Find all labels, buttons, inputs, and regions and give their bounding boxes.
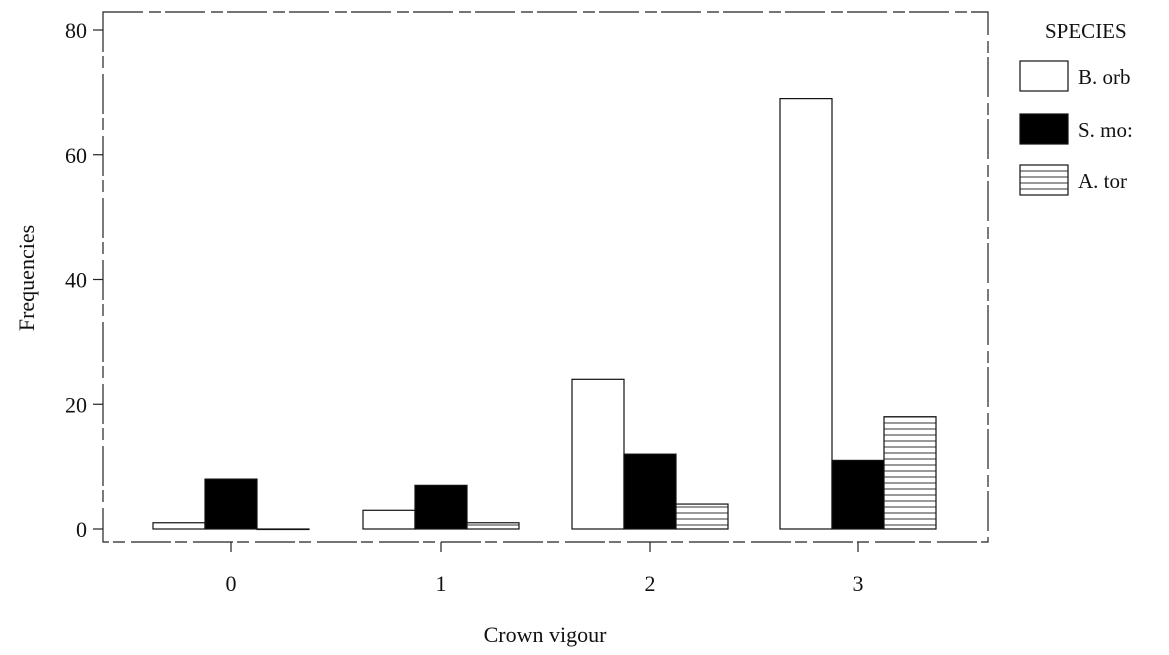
x-axis-title: Crown vigour <box>484 622 608 647</box>
bar-s-mo--2 <box>623 453 677 530</box>
bar-s-mo--1 <box>414 484 468 530</box>
bar-s-mo--0 <box>204 478 258 530</box>
legend-title: SPECIES <box>1045 19 1127 43</box>
legend-swatch <box>1019 60 1069 92</box>
bar-b-orb-0 <box>152 522 206 530</box>
y-axis-title: Frequencies <box>14 225 39 331</box>
plot-frame <box>102 11 989 543</box>
x-tick-label: 2 <box>645 571 656 596</box>
y-tick-label: 40 <box>65 268 87 293</box>
y-tick-label: 0 <box>76 517 87 542</box>
legend-label: B. orb <box>1078 65 1131 89</box>
legend-label: A. tor <box>1078 169 1127 193</box>
y-tick-label: 20 <box>65 392 87 417</box>
legend-label: S. mo: <box>1078 118 1133 142</box>
x-tick-label: 3 <box>853 571 864 596</box>
y-tick-label: 80 <box>65 18 87 43</box>
y-axis: 0 20 40 60 80 <box>65 18 103 542</box>
bar-b-orb-2 <box>571 378 625 530</box>
bar-b-orb-3 <box>779 98 833 530</box>
bar-a-tor-0 <box>256 528 310 531</box>
legend: SPECIES B. orb S. mo: A. tor <box>1019 19 1133 196</box>
x-tick-label: 0 <box>226 571 237 596</box>
legend-swatch <box>1019 164 1069 196</box>
bar-a-tor-2 <box>675 503 729 530</box>
x-axis: 0 1 2 3 <box>226 542 864 596</box>
bar-b-orb-1 <box>362 509 416 530</box>
x-tick-label: 1 <box>436 571 447 596</box>
legend-swatch <box>1019 113 1069 145</box>
y-tick-label: 60 <box>65 143 87 168</box>
bar-a-tor-1 <box>466 522 520 530</box>
bar-a-tor-3 <box>883 416 937 530</box>
bar-s-mo--3 <box>831 459 885 530</box>
bars-group <box>152 98 937 531</box>
